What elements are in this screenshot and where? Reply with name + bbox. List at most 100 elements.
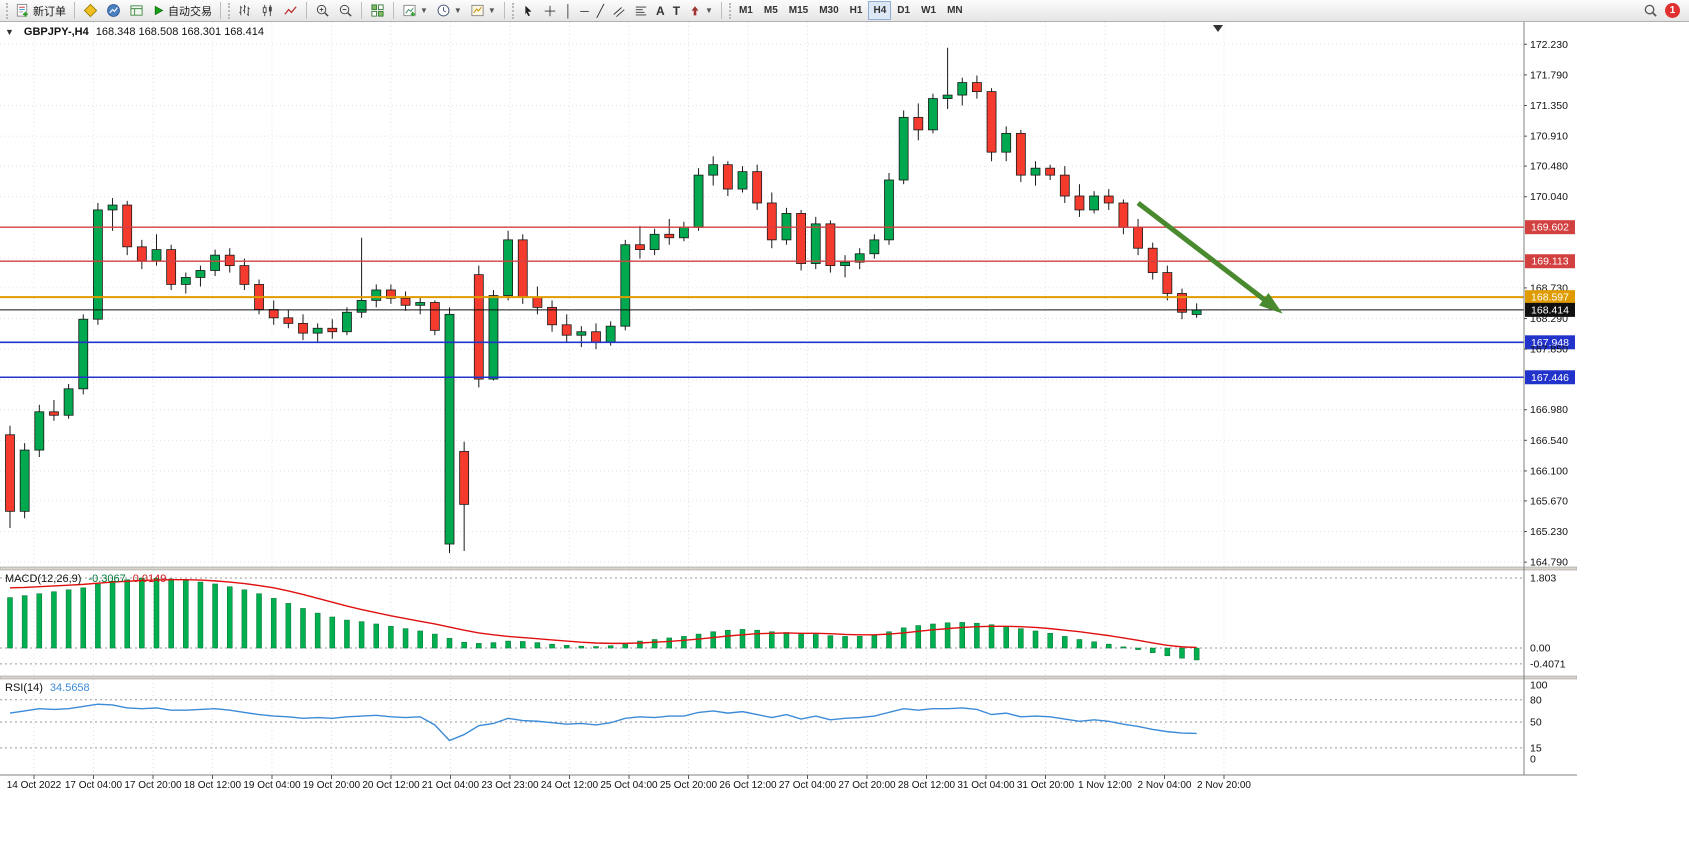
timeframe-button-h4[interactable]: H4 <box>868 1 892 20</box>
candle-bearish <box>429 302 440 331</box>
chart-shift-marker[interactable] <box>1213 25 1223 32</box>
main-toolbar: 新订单 自动交易 <box>0 0 1689 22</box>
crosshair-button[interactable] <box>539 1 561 20</box>
price-scale[interactable] <box>1524 22 1577 775</box>
rsi-scale-label: 80 <box>1530 694 1542 706</box>
pane-splitter[interactable] <box>0 675 1577 680</box>
templates-button[interactable]: ▼ <box>466 1 500 20</box>
autotrading-button[interactable]: 自动交易 <box>148 1 216 20</box>
terminal-icon <box>130 5 143 16</box>
macd-histogram-bar <box>695 633 702 649</box>
time-axis-label: 14 Oct 2022 <box>7 780 62 791</box>
zoom-in-button[interactable] <box>311 1 334 20</box>
price-badge <box>1525 335 1575 350</box>
candle-bullish <box>19 449 30 512</box>
candle-bearish <box>1103 195 1114 204</box>
text-label-icon: T <box>672 3 681 18</box>
price-scale-label: 164.790 <box>1530 557 1568 569</box>
macd-histogram-bar <box>578 645 585 649</box>
pane-splitter[interactable] <box>0 566 1577 571</box>
candle-bearish <box>1015 132 1026 176</box>
candle-bullish <box>488 295 499 380</box>
toolbar-grip[interactable] <box>228 2 230 19</box>
new-order-label: 新订单 <box>33 5 66 18</box>
macd-histogram-bar <box>402 628 409 649</box>
price-badge <box>1525 370 1575 385</box>
search-button[interactable] <box>1639 1 1662 20</box>
tile-windows-icon <box>371 4 384 17</box>
horizontal-line-button[interactable]: ─ <box>576 1 593 20</box>
toolbar-separator <box>361 2 362 19</box>
timeframe-button-m5[interactable]: M5 <box>759 1 783 20</box>
macd-histogram-bar <box>139 577 145 649</box>
candle-bearish <box>635 244 645 251</box>
macd-histogram-bar <box>95 583 101 649</box>
timeframe-button-m30[interactable]: M30 <box>814 1 843 20</box>
macd-histogram-bar <box>256 593 262 649</box>
macd-histogram-bar <box>7 597 13 649</box>
candle-bullish <box>679 226 689 239</box>
time-axis[interactable] <box>0 775 1524 795</box>
candle-bearish <box>1074 195 1085 211</box>
timeframe-button-m1[interactable]: M1 <box>734 1 758 20</box>
indicators-button[interactable]: ▼ <box>398 1 432 20</box>
candle-bearish <box>5 434 15 512</box>
macd-histogram-bar <box>827 635 834 649</box>
candle-bearish <box>1177 293 1187 313</box>
chart-canvas[interactable]: 172.230 171.790 171.350 170.910 170.480 170.0… <box>0 22 1577 795</box>
profiles-button[interactable] <box>102 1 125 20</box>
candle-bearish <box>385 289 396 299</box>
macd-scale-label: 1.803 <box>1530 573 1556 585</box>
arrows-icon <box>691 5 699 15</box>
timeframe-button-d1[interactable]: D1 <box>892 1 915 20</box>
vertical-line-button[interactable]: │ <box>561 1 577 20</box>
one-click-trading-toggle[interactable]: ▼ <box>5 27 14 37</box>
profiles-icon <box>107 4 120 17</box>
candlestick-chart-button[interactable] <box>256 1 279 20</box>
time-axis-label: 27 Oct 04:00 <box>779 780 837 791</box>
trend-arrow-line[interactable] <box>1136 200 1272 306</box>
candle-bullish <box>620 244 631 327</box>
chevron-down-icon: ▼ <box>487 6 496 15</box>
channel-icon <box>613 6 625 17</box>
timeframe-button-h1[interactable]: H1 <box>845 1 868 20</box>
candle-bearish <box>532 296 543 308</box>
trendline-button[interactable]: ╱ <box>593 1 608 20</box>
notification-badge[interactable]: 1 <box>1665 3 1680 18</box>
periods-button[interactable]: ▼ <box>432 1 466 20</box>
fibonacci-button[interactable] <box>630 1 652 20</box>
time-axis-label: 20 Oct 12:00 <box>362 780 420 791</box>
zoom-out-icon <box>339 4 352 17</box>
macd-histogram-bar <box>725 629 731 649</box>
new-order-button[interactable]: 新订单 <box>11 1 70 20</box>
terminal-button[interactable] <box>125 1 148 20</box>
macd-histogram-bar <box>520 641 526 649</box>
bar-chart-button[interactable] <box>233 1 256 20</box>
toolbar-grip[interactable] <box>728 2 731 19</box>
time-axis-label: 17 Oct 20:00 <box>124 780 182 791</box>
macd-histogram-bar <box>197 581 204 649</box>
rsi-scale-label: 15 <box>1530 742 1542 754</box>
timeframe-button-mn[interactable]: MN <box>942 1 968 20</box>
macd-histogram-bar <box>51 591 57 649</box>
tile-windows-button[interactable] <box>366 1 389 20</box>
channel-button[interactable] <box>608 1 630 20</box>
time-axis-label: 2 Nov 04:00 <box>1138 780 1192 791</box>
toolbar-grip[interactable] <box>6 2 8 19</box>
macd-histogram-bar <box>710 631 716 649</box>
macd-histogram-bar <box>915 625 922 649</box>
macd-histogram-bar <box>593 646 599 649</box>
candle-bullish <box>942 94 953 99</box>
text-label-button[interactable]: T <box>669 1 684 20</box>
arrows-button[interactable]: ▼ <box>684 1 717 20</box>
cursor-button[interactable] <box>517 1 539 20</box>
line-chart-button[interactable] <box>279 1 302 20</box>
timeframe-button-m15[interactable]: M15 <box>784 1 813 20</box>
toolbar-grip[interactable] <box>511 2 514 19</box>
text-button[interactable]: A <box>652 1 669 20</box>
zoom-out-button[interactable] <box>334 1 357 20</box>
macd-histogram-bar <box>168 578 174 649</box>
timeframe-button-w1[interactable]: W1 <box>916 1 941 20</box>
fibonacci-icon <box>635 6 647 15</box>
metaeditor-button[interactable] <box>79 1 102 20</box>
